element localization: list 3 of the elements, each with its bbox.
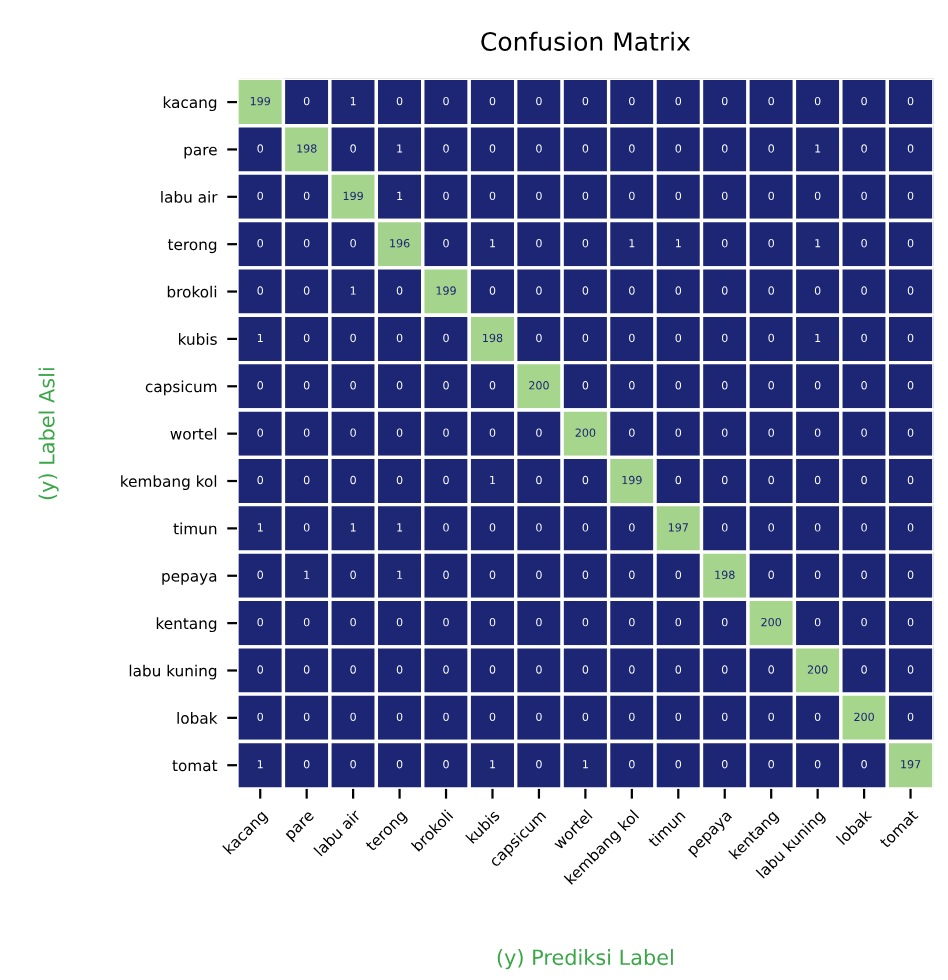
y-axis-title: (y) Label Asli xyxy=(38,368,59,500)
chart-title: Confusion Matrix xyxy=(481,31,691,51)
x-axis-title: (y) Prediksi Label xyxy=(497,949,673,970)
